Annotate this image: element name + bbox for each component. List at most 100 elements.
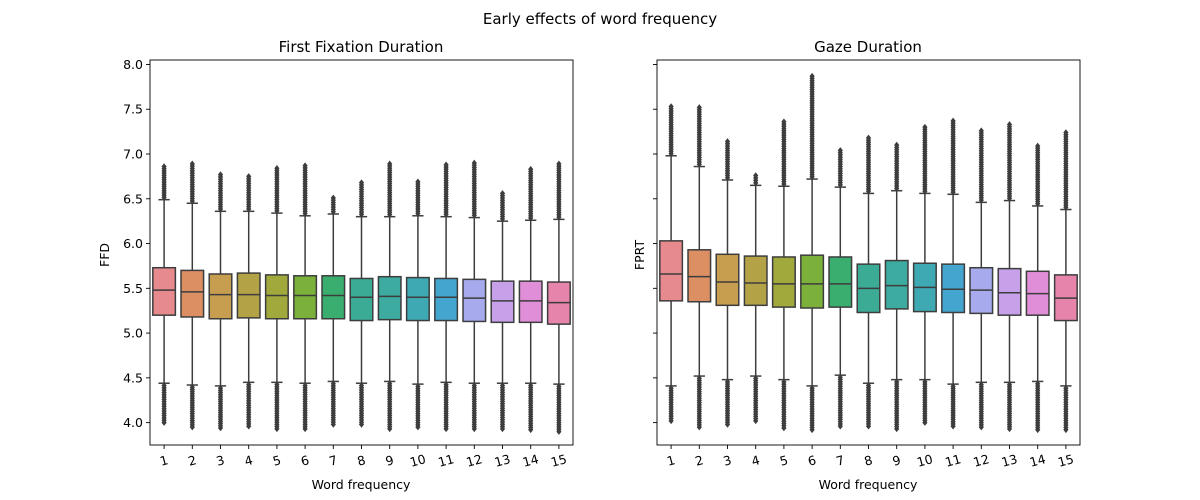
- ffd-outlier-point: [415, 423, 421, 431]
- fprt-outlier-point: [865, 134, 872, 142]
- fprt-box-body: [941, 263, 966, 314]
- fprt-outlier-point: [1006, 425, 1013, 433]
- ffd-outlier-point: [499, 425, 506, 433]
- fprt-x-tick-label: 1: [665, 452, 677, 469]
- ffd-box-body: [152, 266, 177, 316]
- ffd-x-tick-label: 3: [215, 452, 227, 469]
- ffd-outlier-point: [217, 171, 224, 178]
- fprt-box-body: [771, 256, 796, 308]
- ffd-outlier-point: [302, 162, 308, 169]
- fprt-outlier-point: [781, 118, 787, 126]
- ffd-outlier-point: [358, 179, 365, 186]
- fprt-plot-area: 1 2 3 4 5 6 7 8 9 10 11 12 13 14 15: [653, 59, 1081, 470]
- fprt-box-body: [828, 256, 853, 308]
- ffd-box-4: [236, 173, 261, 430]
- fprt-box-7: [828, 147, 853, 430]
- ffd-outlier-point: [528, 165, 534, 173]
- ffd-box-13: [490, 190, 515, 433]
- fprt-x-axis-label: Word frequency: [819, 477, 918, 492]
- fprt-outlier-point: [978, 423, 984, 431]
- fprt-outlier-point: [865, 422, 872, 430]
- ffd-box-body: [293, 275, 318, 320]
- ffd-box-5: [264, 165, 289, 433]
- ffd-outlier-point: [358, 421, 365, 428]
- ffd-box-3: [208, 171, 233, 432]
- fprt-x-tick-label: 3: [722, 452, 734, 469]
- fprt-outlier-point: [724, 421, 731, 428]
- ffd-x-tick-label: 6: [299, 452, 311, 469]
- fprt-outlier-point: [1063, 426, 1069, 434]
- ffd-outlier-point: [217, 424, 224, 432]
- ffd-y-tick-label: 4.5: [123, 370, 143, 385]
- ffd-box-body: [264, 274, 289, 320]
- ffd-x-tick-label: 4: [243, 452, 255, 469]
- ffd-outlier-point: [161, 419, 167, 426]
- fprt-outlier-point: [696, 104, 702, 111]
- fprt-box-body: [997, 267, 1022, 316]
- ffd-outlier-point: [471, 159, 477, 167]
- ffd-y-tick-label: 7.0: [123, 147, 143, 162]
- ffd-outlier-point: [415, 178, 421, 186]
- ffd-x-tick-label: 1: [158, 452, 170, 469]
- fprt-x-tick-label: 5: [778, 452, 790, 469]
- fprt-outlier-point: [668, 417, 674, 425]
- fprt-box-15: [1053, 129, 1078, 434]
- ffd-x-tick-label: 5: [271, 452, 283, 469]
- ffd-outlier-point: [161, 163, 167, 170]
- fprt-box-9: [884, 141, 909, 433]
- fprt-outlier-point: [837, 422, 843, 430]
- ffd-outlier-point: [330, 194, 336, 202]
- ffd-box-12: [462, 159, 487, 433]
- fprt-outlier-point: [978, 127, 984, 135]
- fprt-x-tick-label: 9: [891, 452, 903, 469]
- fprt-outlier-point: [950, 117, 956, 125]
- fprt-outlier-point: [922, 123, 928, 131]
- ffd-x-tick-label: 15: [549, 451, 568, 470]
- ffd-panel: First Fixation Duration Word frequency F…: [97, 38, 574, 492]
- fprt-outlier-point: [753, 417, 759, 425]
- ffd-x-tick-label: 10: [408, 451, 427, 470]
- ffd-box-body: [180, 269, 205, 318]
- ffd-box-body: [462, 278, 487, 323]
- ffd-outlier-point: [528, 426, 534, 434]
- fprt-box-3: [715, 138, 740, 428]
- fprt-box-14: [1025, 142, 1050, 434]
- fprt-outlier-point: [724, 138, 731, 145]
- fprt-outlier-point: [696, 423, 702, 431]
- fprt-outlier-point: [809, 72, 815, 80]
- ffd-box-body: [236, 272, 261, 319]
- ffd-x-tick-label: 14: [521, 451, 540, 470]
- ffd-y-tick-label: 6.5: [123, 191, 143, 206]
- ffd-y-tick-label: 5.0: [123, 326, 143, 341]
- fprt-outlier-point: [1006, 121, 1013, 128]
- ffd-outlier-point: [471, 425, 477, 433]
- fprt-box-body: [800, 254, 825, 309]
- fprt-x-tick-label: 6: [806, 452, 818, 469]
- ffd-outlier-point: [246, 173, 252, 180]
- fprt-outlier-point: [781, 424, 787, 432]
- fprt-outlier-point: [809, 426, 815, 434]
- fprt-outlier-point: [894, 425, 900, 433]
- ffd-y-tick-label: 5.5: [123, 281, 143, 296]
- ffd-plot-area: 4.04.55.05.56.06.57.07.58.01 2 3 4 5 6 7 8 9 10 11…: [123, 57, 574, 470]
- fprt-box-4: [743, 172, 768, 425]
- fprt-y-axis-label: FPRT: [632, 240, 647, 271]
- fprt-outlier-point: [894, 141, 900, 149]
- ffd-axes-frame: [149, 59, 574, 446]
- ffd-outlier-point: [274, 165, 280, 172]
- fprt-x-tick-label: 2: [693, 452, 705, 469]
- fprt-box-12: [969, 127, 994, 431]
- fprt-x-tick-label: 14: [1028, 451, 1047, 470]
- ffd-outlier-point: [556, 428, 562, 435]
- fprt-outlier-point: [1063, 129, 1069, 136]
- fprt-box-5: [771, 118, 796, 432]
- fprt-x-tick-label: 10: [915, 451, 934, 470]
- ffd-box-14: [518, 165, 543, 434]
- ffd-y-axis-label: FFD: [97, 243, 112, 267]
- fprt-box-13: [997, 121, 1022, 433]
- fprt-outlier-point: [922, 419, 928, 426]
- fprt-box-10: [912, 123, 937, 426]
- ffd-box-7: [321, 194, 346, 428]
